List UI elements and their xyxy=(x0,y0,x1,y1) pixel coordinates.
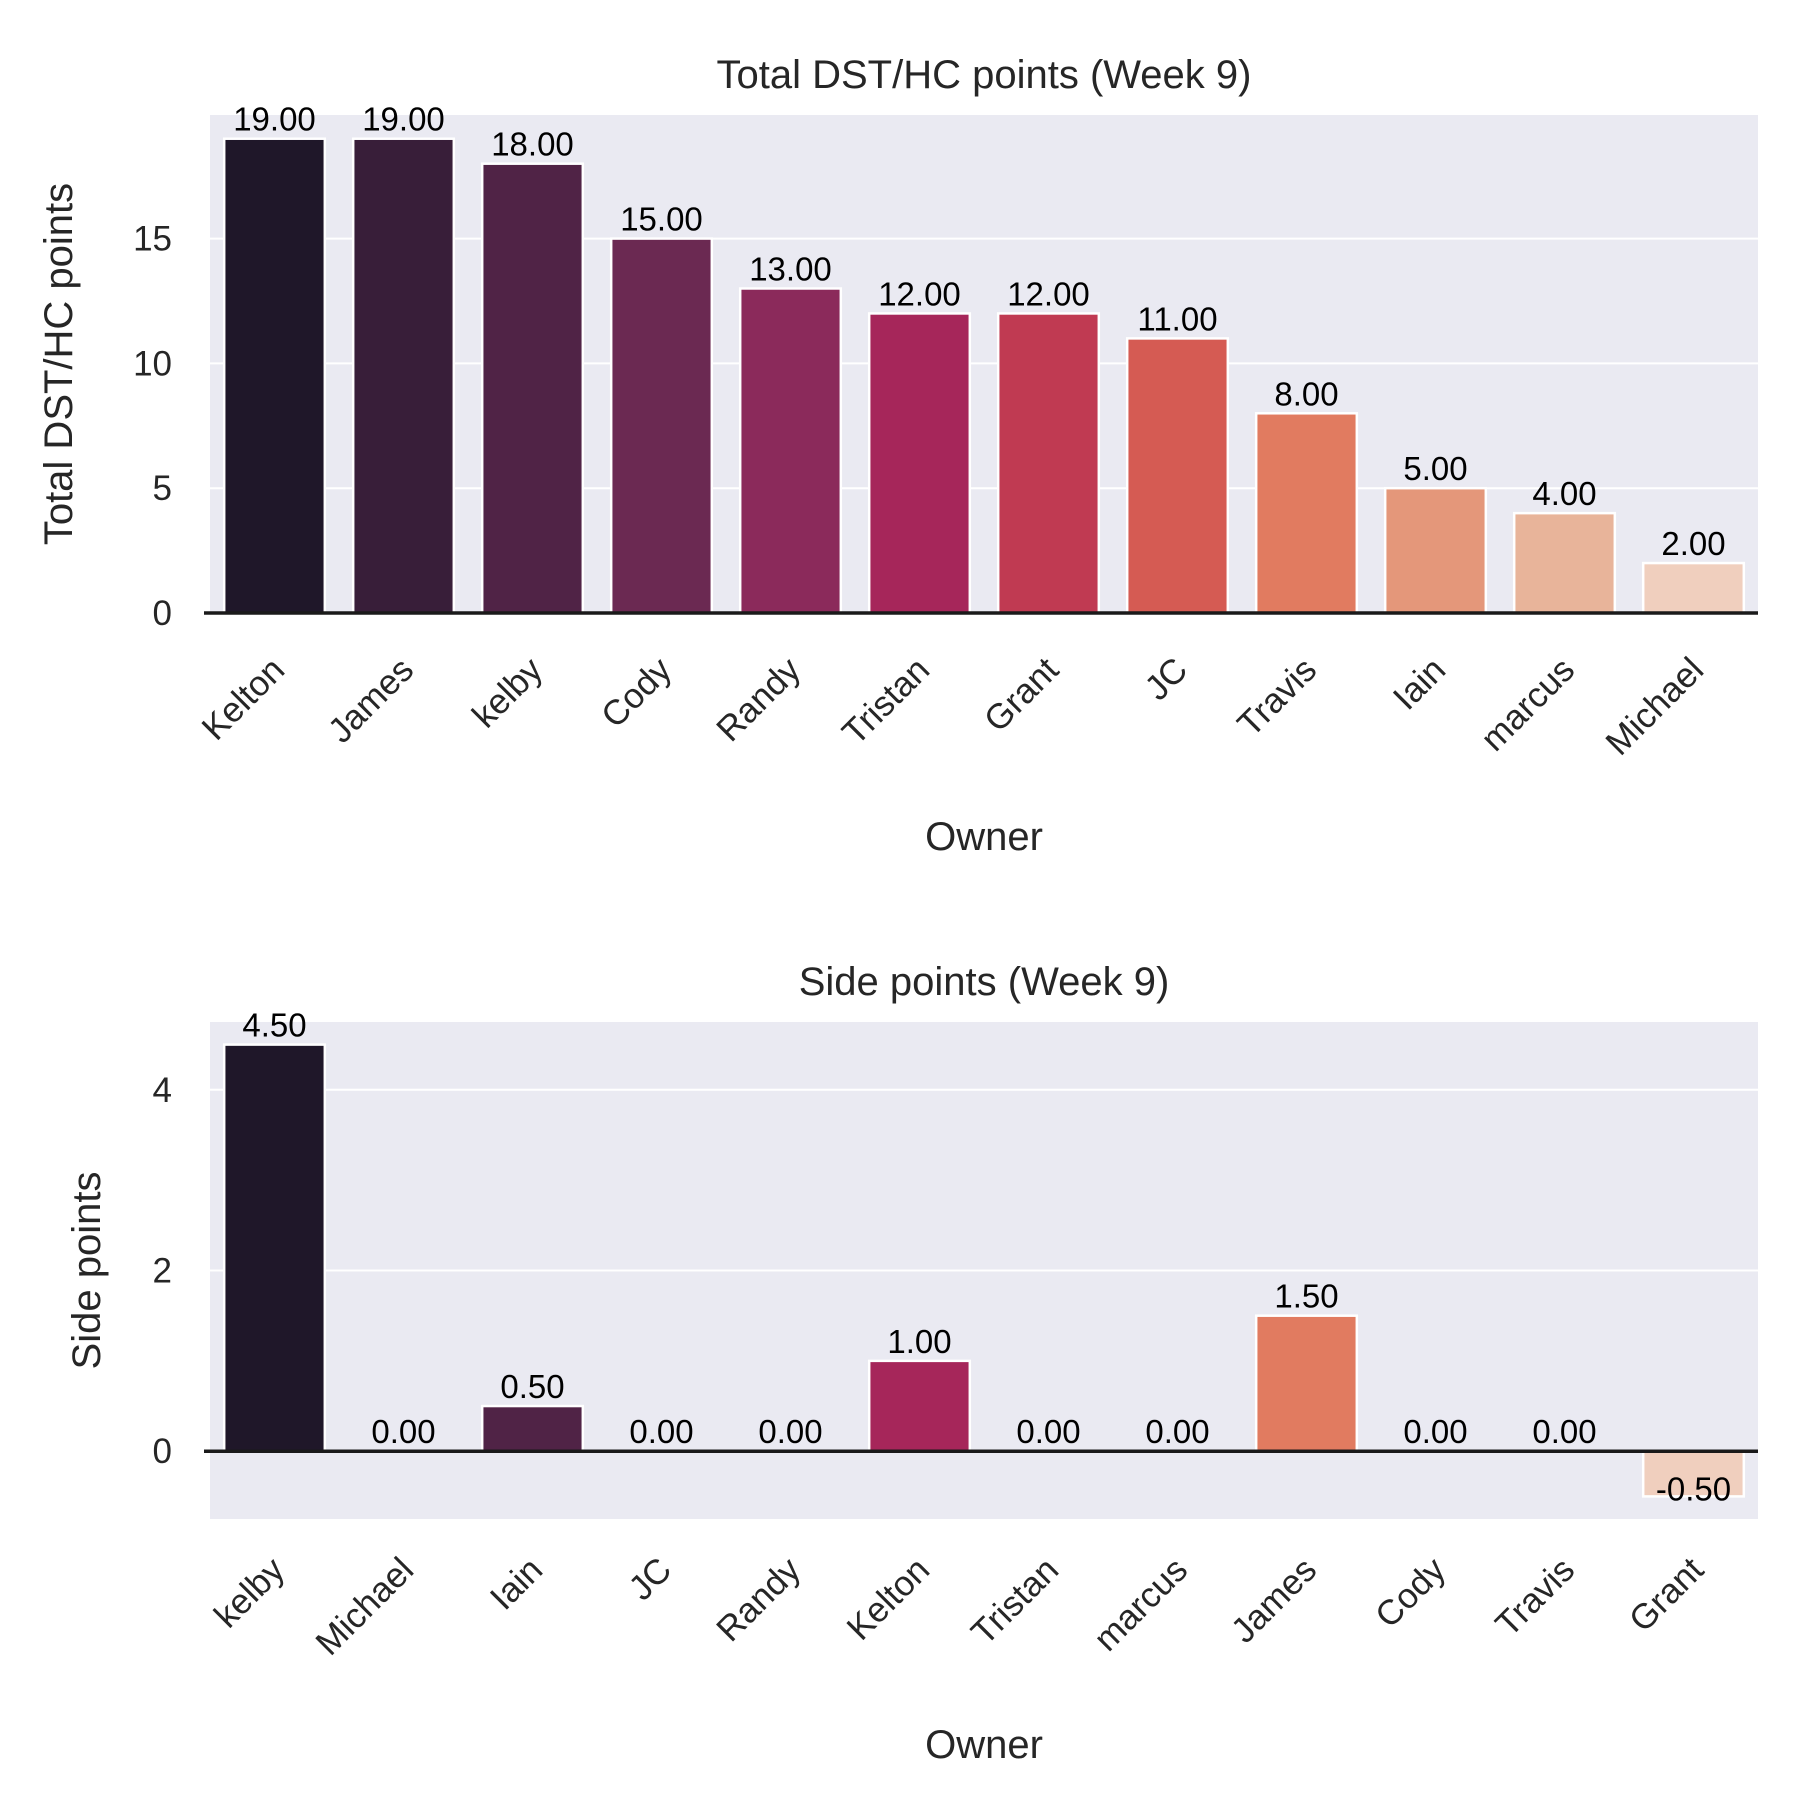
y-axis-label: Total DST/HC points xyxy=(37,183,81,545)
bar xyxy=(867,1359,972,1453)
chart-title: Side points (Week 9) xyxy=(799,960,1170,1004)
y-tick-label: 0 xyxy=(153,1432,172,1471)
y-tick-label: 2 xyxy=(153,1252,172,1291)
x-tick-label: Travis xyxy=(1488,1550,1582,1644)
bar-value-label: 0.00 xyxy=(1145,1413,1209,1450)
x-tick-label: JC xyxy=(1137,650,1195,708)
bar xyxy=(1641,561,1746,615)
bar-value-label: 0.00 xyxy=(1532,1413,1596,1450)
x-tick-label: Michael xyxy=(308,1550,421,1663)
x-tick-label: marcus xyxy=(1473,650,1582,759)
x-axis-label: Owner xyxy=(925,815,1043,859)
bar-value-label: 13.00 xyxy=(749,250,832,287)
bar-value-label: 4.00 xyxy=(1532,475,1596,512)
bar xyxy=(609,237,714,615)
bar-value-label: 0.00 xyxy=(1403,1413,1467,1450)
bar xyxy=(1254,1314,1359,1453)
y-tick-labels: 0 2 4 xyxy=(153,1071,172,1471)
y-tick-label: 0 xyxy=(153,594,172,633)
bar xyxy=(222,1043,327,1453)
y-axis-label: Side points xyxy=(65,1172,109,1370)
bar-value-label: 0.00 xyxy=(758,1413,822,1450)
bar xyxy=(867,312,972,615)
bar xyxy=(480,1404,585,1453)
chart-side-points: 0 2 4 kelby Michael Iain JC Randy Kelton Tristan… xyxy=(65,960,1758,1767)
bar xyxy=(1125,337,1230,615)
bar xyxy=(738,287,843,615)
x-axis-label: Owner xyxy=(925,1723,1043,1767)
bar-value-label: 5.00 xyxy=(1403,450,1467,487)
bar-value-label: 0.00 xyxy=(371,1413,435,1450)
bar-value-labels: 19.00 19.00 18.00 15.00 13.00 12.00 12.00 11.00… xyxy=(233,101,1725,562)
bar-value-label: 12.00 xyxy=(1007,275,1090,312)
x-tick-label: Kelton xyxy=(839,1550,937,1648)
x-tick-label: Randy xyxy=(709,1550,808,1649)
x-tick-label: James xyxy=(1224,1550,1324,1650)
bar xyxy=(480,162,585,615)
x-tick-label: marcus xyxy=(1086,1550,1195,1659)
x-tick-label: Travis xyxy=(1230,650,1324,744)
bar xyxy=(1383,486,1488,615)
x-tick-label: Kelton xyxy=(194,650,292,748)
y-tick-labels: 0 5 10 15 xyxy=(133,220,172,633)
bars xyxy=(222,137,1746,615)
chart-title: Total DST/HC points (Week 9) xyxy=(717,53,1252,97)
x-tick-label: Cody xyxy=(1368,1550,1454,1636)
y-tick-label: 10 xyxy=(133,344,172,383)
x-tick-label: Iain xyxy=(483,1550,550,1617)
bar xyxy=(1512,511,1617,615)
x-tick-label: kelby xyxy=(465,650,551,736)
chart-total-dst-hc: 0 5 10 15 Kelton James kelby Cody Randy Tristan G… xyxy=(37,53,1758,859)
bar xyxy=(222,137,327,615)
x-tick-label: Iain xyxy=(1386,650,1453,717)
bar xyxy=(1254,412,1359,615)
bar-value-label: 0.50 xyxy=(500,1368,564,1405)
bar-value-label: 19.00 xyxy=(233,101,316,138)
bar-value-label: 0.00 xyxy=(1016,1413,1080,1450)
y-tick-label: 5 xyxy=(153,469,172,508)
bar-value-label: 11.00 xyxy=(1137,300,1217,337)
bar-value-label: 4.50 xyxy=(242,1007,306,1044)
bar-value-label: 8.00 xyxy=(1274,375,1338,412)
x-tick-label: Grant xyxy=(1622,1550,1712,1640)
bar-value-label: 1.00 xyxy=(887,1323,951,1360)
y-tick-label: 15 xyxy=(133,220,172,259)
bar-value-label: 15.00 xyxy=(620,201,703,238)
bar-value-label: 12.00 xyxy=(878,275,961,312)
bar-value-label: 0.00 xyxy=(629,1413,693,1450)
bar-value-label: -0.50 xyxy=(1656,1470,1731,1507)
bar-value-label: 2.00 xyxy=(1661,525,1725,562)
x-tick-label: kelby xyxy=(207,1550,293,1636)
x-tick-label: Randy xyxy=(709,650,808,749)
bar-value-label: 1.50 xyxy=(1274,1278,1338,1315)
x-tick-label: Tristan xyxy=(835,650,937,752)
bar-value-label: 18.00 xyxy=(491,126,574,163)
x-tick-label: JC xyxy=(621,1550,679,1608)
bar-value-labels: 4.50 0.00 0.50 0.00 0.00 1.00 0.00 0.00 1.50 0.00… xyxy=(242,1007,1731,1508)
y-tick-label: 4 xyxy=(153,1071,172,1110)
x-tick-labels: kelby Michael Iain JC Randy Kelton Tristan marc… xyxy=(207,1550,1712,1663)
x-tick-labels: Kelton James kelby Cody Randy Tristan Grant JC T… xyxy=(194,650,1711,763)
bar-value-label: 19.00 xyxy=(362,101,445,138)
x-tick-label: James xyxy=(321,650,421,750)
x-tick-label: Cody xyxy=(594,650,680,736)
bar xyxy=(996,312,1101,615)
bar xyxy=(351,137,456,615)
x-tick-label: Grant xyxy=(977,650,1067,740)
x-tick-label: Michael xyxy=(1598,650,1711,763)
x-tick-label: Tristan xyxy=(964,1550,1066,1652)
